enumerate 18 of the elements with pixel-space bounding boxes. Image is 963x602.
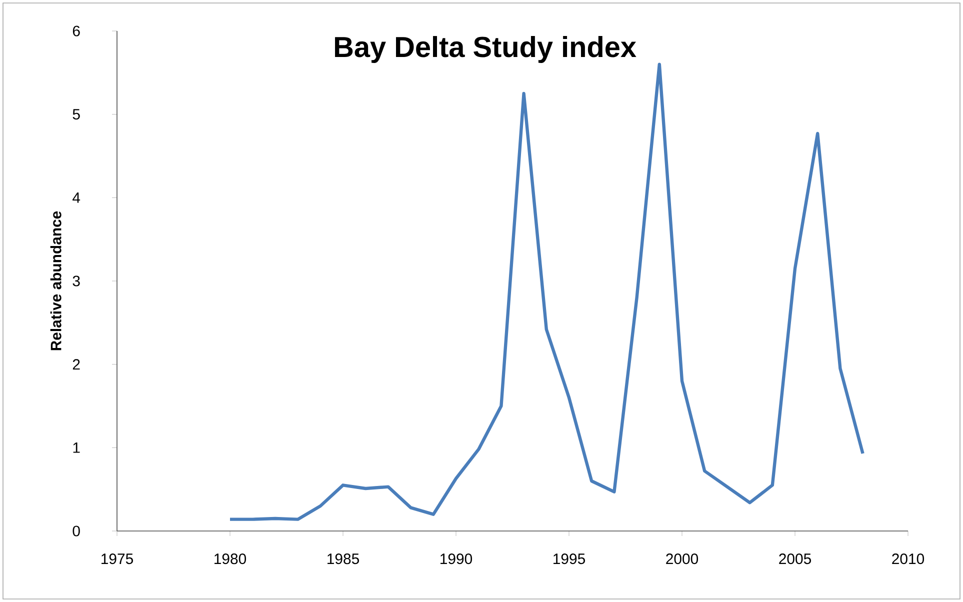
y-tick-label: 6 xyxy=(72,26,80,36)
y-tick-label: 4 xyxy=(72,192,80,203)
y-tick-label: 5 xyxy=(72,109,80,120)
x-tick-label: 1990 xyxy=(440,554,472,564)
line-series xyxy=(228,62,864,521)
y-tick-label: 3 xyxy=(72,276,80,286)
x-tick-label: 2005 xyxy=(779,554,811,564)
y-axis-title: Relative abundance xyxy=(50,211,62,350)
chart-title: Bay Delta Study index xyxy=(335,36,636,63)
x-tick-label: 1995 xyxy=(554,554,585,564)
x-tick-label: 2010 xyxy=(892,554,924,564)
y-tick-label: 2 xyxy=(72,359,80,370)
x-tick-label: 1975 xyxy=(102,554,133,564)
y-tick-label: 0 xyxy=(72,526,80,536)
x-tick-label: 1985 xyxy=(328,554,359,564)
x-tick-label: 2000 xyxy=(666,554,698,564)
y-tick-label: 1 xyxy=(73,442,80,453)
x-tick-label: 1980 xyxy=(214,554,246,564)
